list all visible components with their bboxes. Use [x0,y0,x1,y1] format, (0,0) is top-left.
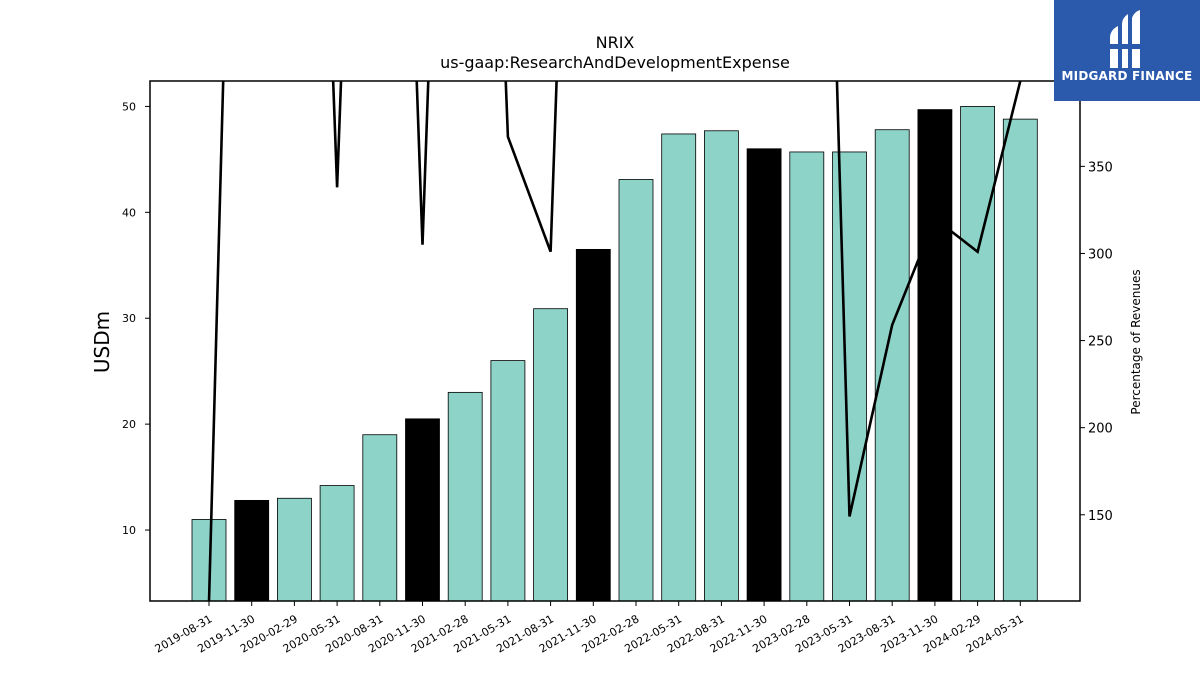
y-tick-label: 10 [122,524,136,537]
bar-2020-08-31 [362,434,398,602]
left-axis: 10 20 30 40 50 [122,100,150,537]
y2-tick-label: 200 [1088,422,1113,437]
bar-2024-05-31 [1002,118,1038,602]
y2-axis-label: Percentage of Revenues [1129,269,1143,414]
bar-2024-02-29 [960,106,995,602]
bars-layer [191,106,1038,602]
bar-2023-11-30 [917,109,953,602]
bar-2023-02-28 [789,151,825,602]
bar-2019-11-30 [234,499,270,602]
y-axis-label: USDm [90,311,114,373]
y-tick-label: 20 [122,418,136,431]
bar-2022-02-28 [618,179,654,602]
y2-tick-label: 300 [1088,247,1113,262]
revenue-percentage-line [207,81,1022,601]
bar-2021-08-31 [533,308,568,602]
chart-subtitle: us-gaap:ResearchAndDevelopmentExpense [440,53,790,72]
bar-2021-05-31 [490,360,526,602]
chart-title: NRIX [596,33,635,52]
brand-logo: MIDGARD FINANCE [1054,0,1200,101]
y2-tick-label: 250 [1088,335,1113,350]
bar-2022-08-31 [704,130,739,602]
x-axis: 2019-08-312019-11-302020-02-292020-05-31… [153,601,1026,656]
bar-2020-05-31 [319,485,355,602]
y2-tick-label: 350 [1088,160,1113,175]
right-axis: 150 200 250 300 350 [1080,160,1113,524]
bar-2021-11-30 [575,248,611,602]
bar-2021-02-28 [447,391,483,602]
brand-name: MIDGARD FINANCE [1061,69,1193,83]
y-tick-label: 30 [122,312,136,325]
bar-2023-05-31 [832,151,867,602]
y2-tick-label: 150 [1088,509,1113,524]
line-layer [207,81,1022,601]
bar-2022-05-31 [661,133,697,602]
y-tick-label: 40 [122,206,136,219]
bar-2020-02-29 [276,497,312,602]
bar-2020-11-30 [405,418,440,602]
bar-2022-11-30 [746,148,782,602]
y-tick-label: 50 [122,100,136,113]
bar-2023-08-31 [874,129,910,602]
logo-mark-icon [1108,10,1144,68]
